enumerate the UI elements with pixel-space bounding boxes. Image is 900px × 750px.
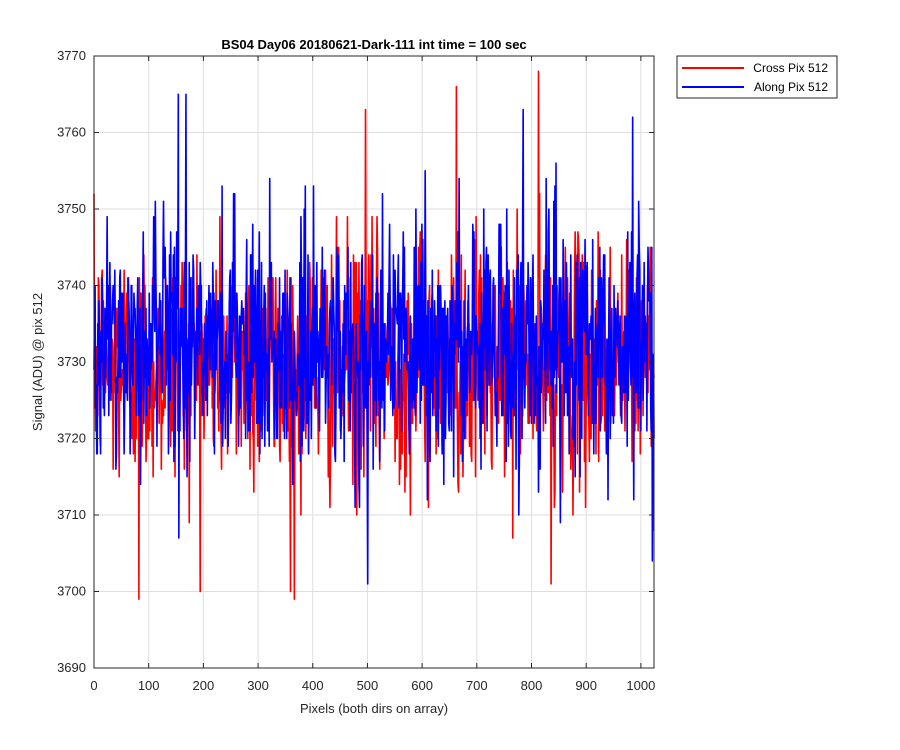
- series-line-along-pix-512: [93, 93, 655, 585]
- y-axis-label: Signal (ADU) @ pix 512: [30, 293, 45, 431]
- y-tick-label: 3760: [57, 125, 86, 140]
- x-tick-label: 700: [466, 678, 488, 693]
- legend-label-along: Along Pix 512: [754, 80, 828, 94]
- y-tick-label: 3720: [57, 431, 86, 446]
- x-axis-label: Pixels (both dirs on array): [300, 701, 448, 716]
- ticks: 0 100 200 300 400 500 600 700 800 900 1000 3690 3700…: [57, 48, 655, 693]
- x-tick-label: 900: [575, 678, 597, 693]
- y-tick-label: 3700: [57, 584, 86, 599]
- x-tick-label: 600: [411, 678, 433, 693]
- y-tick-label: 3710: [57, 507, 86, 522]
- y-tick-label: 3730: [57, 354, 86, 369]
- x-tick-label: 200: [193, 678, 215, 693]
- chart-title: BS04 Day06 20180621-Dark-111 int time = …: [221, 37, 526, 52]
- x-tick-label: 500: [357, 678, 379, 693]
- x-tick-label: 800: [521, 678, 543, 693]
- x-tick-label: 1000: [626, 678, 655, 693]
- series-layer: [93, 70, 655, 600]
- y-tick-label: 3740: [57, 278, 86, 293]
- legend-box: [676, 55, 838, 99]
- legend-label-cross: Cross Pix 512: [753, 61, 828, 75]
- x-tick-label: 0: [90, 678, 97, 693]
- y-tick-label: 3750: [57, 201, 86, 216]
- x-tick-label: 100: [138, 678, 160, 693]
- y-tick-label: 3770: [57, 48, 86, 63]
- x-tick-label: 400: [302, 678, 324, 693]
- y-tick-label: 3690: [57, 660, 86, 675]
- x-tick-label: 300: [247, 678, 269, 693]
- legend[interactable]: Cross Pix 512 Along Pix 512: [676, 55, 838, 99]
